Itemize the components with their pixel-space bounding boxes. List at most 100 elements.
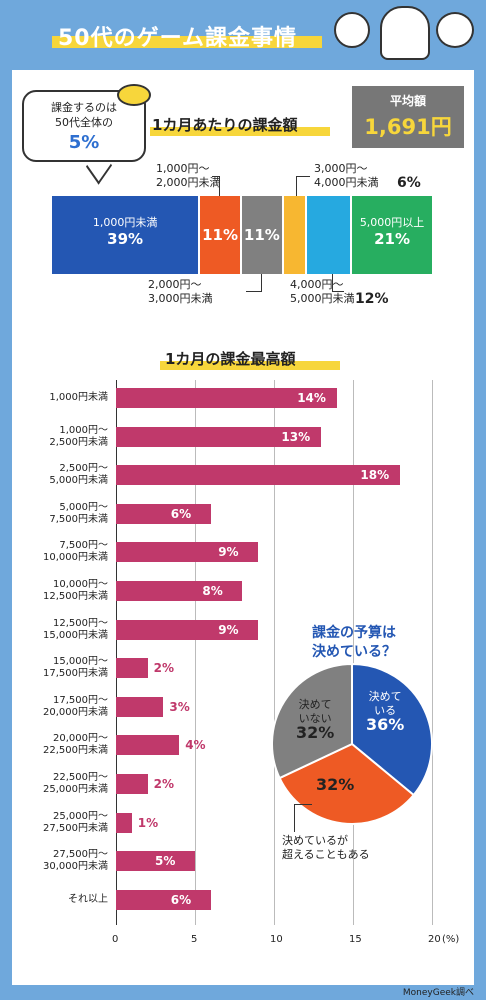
callout-2000-3000: 2,000円～ 3,000円未満 [148,278,213,305]
leader-exceed [294,804,312,832]
section2-highlight [160,361,340,370]
title-highlight [52,36,322,48]
page-title: 50代のゲーム課金事情 [58,26,297,51]
bar [116,503,211,524]
bubble-text-1: 課金するのは [51,101,117,114]
leader-4000-5000 [332,274,344,292]
coin-icon [117,84,151,106]
bar-category-label: 10,000円～ 12,500円未満 [43,579,108,602]
bar-category-label: 20,000円～ 22,500円未満 [43,733,108,757]
leader-2000-3000 [246,274,262,292]
bar-value-label: 14% [297,391,326,405]
bar [116,658,148,679]
pie-label-undecided-text: 決めて いない [298,698,332,725]
pie-label-undecided: 決めて いない 32% [296,698,335,742]
bar-category-label: 22,500円～ 25,000円未満 [43,772,108,795]
bar-value-label: 3% [169,699,190,714]
bar-category-label: それ以上 [68,893,108,905]
bar [116,581,243,601]
bar-category-label: 25,000円～ 27,500円未満 [43,810,108,834]
callout-3000-4000-pct: 6% [397,175,421,191]
pie-title: 課金の予算は 決めている？ [312,625,396,660]
average-value: 1,691円 [364,115,452,139]
pie-label-decided: 決めて いる 36% [366,690,405,734]
bar-category-label: 1,000円未満 [49,392,108,403]
pie-label-exceed-pct-wrap: 32% [316,775,355,794]
person-illustration-icon [380,6,430,60]
callout-1000-2000: 1,000円～ 2,000円未満 [156,162,221,189]
pie-pct-decided: 36% [366,715,405,734]
bar-value-label: 6% [170,506,192,521]
bar-value-label: 2% [153,777,174,791]
monthly-segment-pct-2: 11% [243,226,280,244]
callout-3000-4000-pct-wrap: 6% [397,176,421,191]
bubble-text-2: 50代全体の [55,116,113,129]
grid-line [116,380,117,925]
bar-value-label: 2% [153,661,174,676]
monthly-segment-4 [306,196,353,274]
max-section-title: 1カ月の課金最高額 [165,350,296,368]
bar-value-label: 4% [185,738,206,753]
x-unit-label: (%) [442,934,460,945]
grid-line [274,380,275,925]
treasure-chest-illustration-icon [436,12,474,48]
bar [116,426,322,447]
monthly-segment-pct-5: 21% [374,230,411,248]
monthly-segment-1: 11% [200,196,242,274]
grid-line [195,380,196,925]
monthly-segment-5: 5,000円以上 21% [352,196,432,274]
pie-pct-undecided: 32% [296,723,335,742]
bar-category-label: 27,500円～ 30,000円未満 [43,849,108,873]
callout-4000-5000-pct: 12% [355,291,389,307]
section1-highlight [150,127,330,136]
bar-category-label: 2,500円～ 5,000円未満 [49,463,108,487]
bar-value-label: 8% [202,584,223,598]
callout-3000-4000: 3,000円～ 4,000円未満 [314,162,379,189]
x-tick-label: 0 [112,934,119,945]
bar-category-label: 1,000円～ 2,500円未満 [49,424,108,448]
bar-value-label: 1% [137,815,159,830]
pie-label-exceed: 決めているが 超えることもある [282,834,370,861]
x-tick-label: 15 [349,934,362,945]
bar-category-label: 5,000円～ 7,500円未満 [49,501,108,525]
monthly-segment-label-0: 1,000円未満 [92,216,158,229]
bar [116,774,148,794]
x-tick-label: 20 [428,934,441,945]
grid-line [432,380,433,925]
bar-category-label: 7,500円～ 10,000円未満 [43,540,108,564]
bar-value-label: 18% [360,468,390,483]
x-tick-label: 10 [270,934,283,945]
coins-illustration-icon [334,12,370,48]
bar-value-label: 13% [281,429,311,444]
monthly-segment-3 [283,196,307,274]
bar-category-label: 12,500円～ 15,000円未満 [43,617,108,641]
pie-pct-exceed: 32% [316,775,355,794]
bubble-percent: 5% [68,132,100,153]
bar [116,619,259,640]
monthly-section-title: 1カ月あたりの課金額 [152,116,298,134]
bar [116,542,259,563]
bar-value-label: 5% [155,854,176,869]
pie-label-decided-text: 決めて いる [368,690,402,717]
callout-4000-5000: 4,000円～ 5,000円未満 [290,278,355,305]
monthly-stacked-bar: 1,000円未満 39% 11% 11% 5,000円以上 21% [52,196,432,274]
bar [116,889,211,910]
bar-category-label: 17,500円～ 20,000円未満 [43,694,108,718]
monthly-segment-0: 1,000円未満 39% [52,196,201,274]
grid-line [353,380,354,925]
leader-1000-2000 [212,176,220,196]
bar-value-label: 9% [218,545,239,560]
bar [116,696,164,717]
bar-value-label: 6% [170,892,192,907]
monthly-segment-2: 11% [241,196,284,274]
bar [116,851,195,872]
bar [116,735,180,756]
monthly-segment-label-5: 5,000円以上 [359,216,425,229]
share-bubble: 課金するのは 50代全体の 5% [22,90,146,162]
bar-value-label: 9% [218,622,239,637]
callout-4000-5000-pct-wrap: 12% [355,292,389,307]
bar [116,465,401,486]
leader-3000-4000 [296,176,310,196]
x-tick-label: 5 [191,934,198,945]
bar [116,812,132,833]
